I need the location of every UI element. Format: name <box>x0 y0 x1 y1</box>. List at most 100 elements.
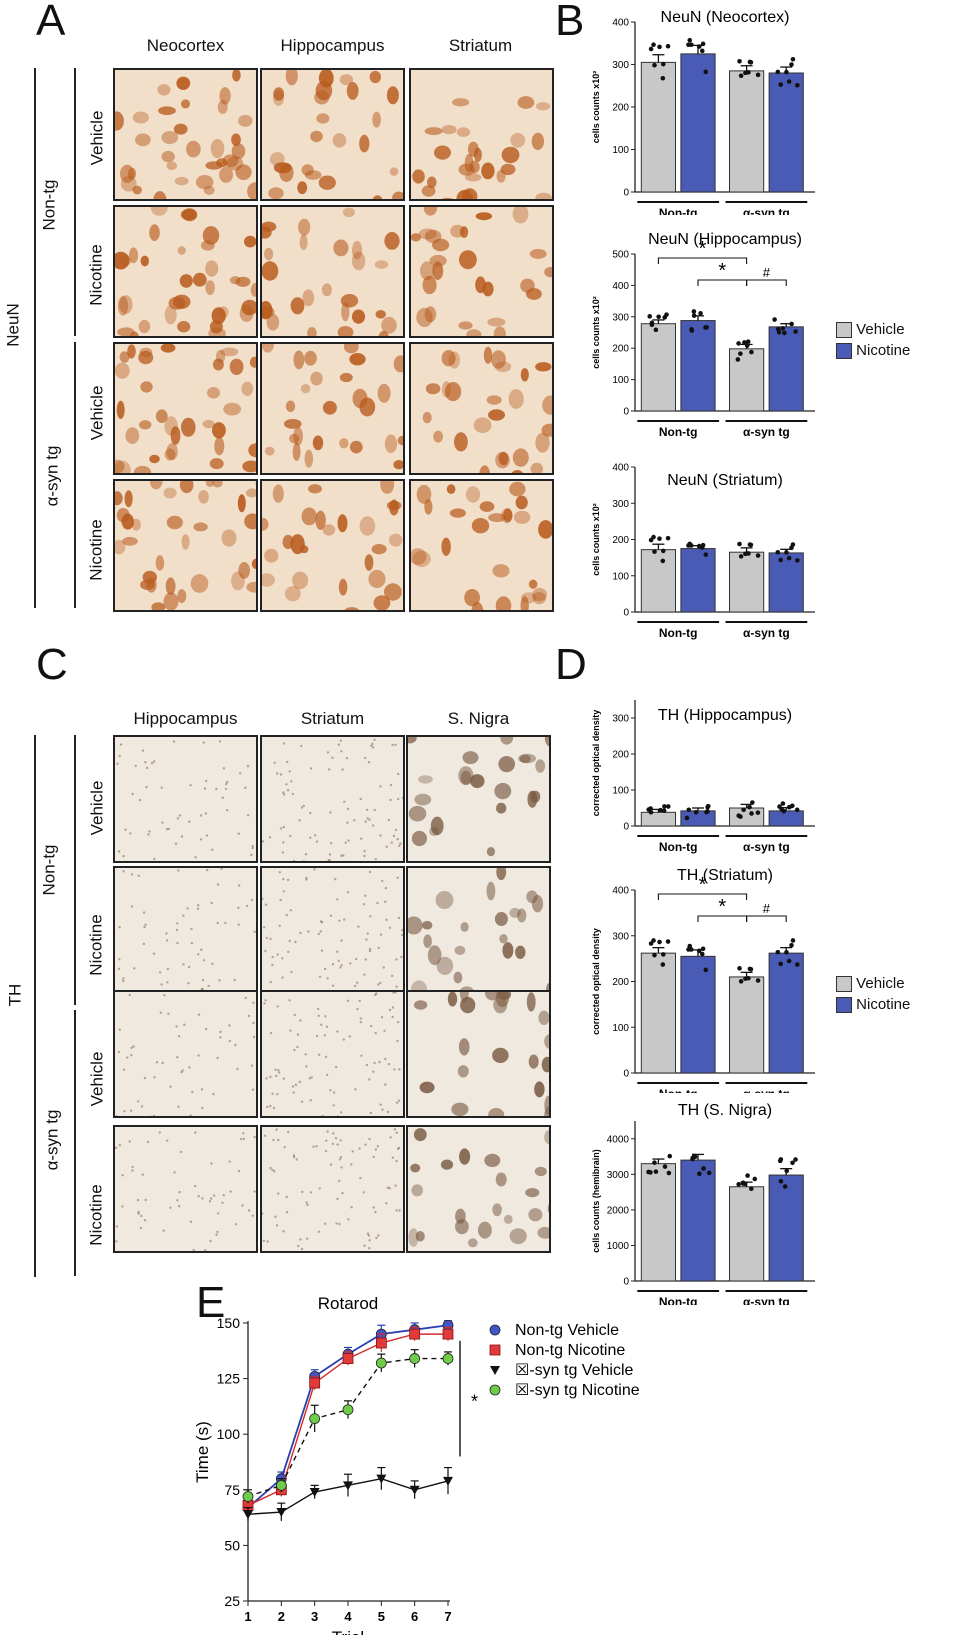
cell-blob <box>395 985 398 988</box>
cell-blob <box>226 780 229 784</box>
y-tick-label: 0 <box>623 608 629 619</box>
cell-blob <box>316 113 330 124</box>
cell-blob <box>285 1195 288 1199</box>
data-point <box>648 537 654 543</box>
cell-blob <box>496 802 507 814</box>
cell-blob <box>283 1146 286 1149</box>
cell-blob <box>365 1063 369 1067</box>
cell-blob <box>403 1153 405 1155</box>
data-point <box>698 311 703 316</box>
cell-blob <box>458 321 473 330</box>
data-point <box>795 962 800 967</box>
cell-blob <box>162 1229 165 1232</box>
data-point <box>747 804 752 810</box>
cell-blob <box>241 381 254 396</box>
cell-blob <box>515 495 528 510</box>
data-point <box>375 1337 387 1349</box>
cell-blob <box>396 876 399 879</box>
cell-blob <box>235 164 252 180</box>
cell-blob <box>312 435 324 451</box>
cell-blob <box>278 871 281 874</box>
cell-blob <box>299 1019 302 1022</box>
cell-blob <box>262 344 275 353</box>
cell-blob <box>149 481 163 490</box>
micrograph-tile <box>260 342 405 475</box>
data-point <box>737 966 742 971</box>
bar <box>729 70 765 193</box>
cell-blob <box>271 1168 274 1172</box>
data-point <box>652 62 657 68</box>
legend-swatch-vehicle <box>836 976 852 993</box>
cell-blob <box>397 1021 400 1024</box>
cell-blob <box>429 826 439 836</box>
line-chart-rotarod: Rotarod 25 50 75 100 125 150 1 2 3 4 5 6 7 Trial Time (… <box>193 1294 640 1635</box>
cell-blob <box>212 1092 215 1096</box>
cell-blob <box>166 443 178 461</box>
y-tick-label: 2000 <box>607 1205 630 1216</box>
cell-blob <box>231 1117 233 1118</box>
cell-blob <box>202 959 205 962</box>
cell-blob <box>265 936 268 940</box>
cell-blob <box>256 790 258 792</box>
bar-chart-neun-hippocampus: NeuN (Hippocampus) 0 100 200 300 400 500 cells … <box>591 231 815 439</box>
cell-blob <box>153 191 167 199</box>
cell-blob <box>377 983 380 986</box>
micrograph-texture <box>411 481 552 610</box>
cell-blob <box>501 146 520 164</box>
cell-blob <box>337 326 354 336</box>
cell-blob <box>542 395 552 415</box>
data-point <box>648 1170 653 1175</box>
cell-blob <box>379 834 382 837</box>
group-label-asyn-tg: α-syn tg <box>42 1109 62 1171</box>
cell-blob <box>534 1166 547 1177</box>
cell-blob <box>135 133 151 147</box>
cell-blob <box>118 754 121 758</box>
cell-blob <box>210 901 213 905</box>
cell-blob <box>281 851 285 854</box>
data-point <box>743 551 748 557</box>
cell-blob <box>302 289 315 307</box>
cell-blob <box>289 1029 292 1032</box>
data-point <box>649 322 655 328</box>
cell-blob <box>212 422 226 439</box>
cell-blob <box>250 283 256 297</box>
cell-blob <box>188 1066 191 1069</box>
cell-blob <box>371 544 387 555</box>
cell-blob <box>194 1131 197 1134</box>
cell-blob <box>177 869 180 872</box>
cell-blob <box>128 1140 131 1143</box>
micrograph-texture <box>115 207 256 336</box>
cell-blob <box>395 1209 398 1212</box>
cell-blob <box>211 307 226 325</box>
cell-blob <box>132 1045 135 1048</box>
cell-blob <box>121 1174 124 1177</box>
x-tick-label: 7 <box>444 1609 451 1624</box>
cell-blob <box>377 946 380 949</box>
cell-blob <box>372 746 375 749</box>
cell-blob <box>450 224 465 238</box>
cell-blob <box>115 459 125 473</box>
y-tick-label: 200 <box>612 750 629 761</box>
cell-blob <box>246 765 250 768</box>
legend-marker <box>490 1366 500 1375</box>
cell-blob <box>341 302 350 322</box>
cell-blob <box>158 1131 161 1134</box>
cell-blob <box>299 1238 302 1241</box>
cell-blob <box>411 1184 423 1197</box>
cell-blob <box>413 1128 427 1142</box>
data-point <box>778 557 783 563</box>
cell-blob <box>479 501 495 512</box>
y-tick-label: 300 <box>612 312 629 323</box>
cell-blob <box>318 175 336 190</box>
cell-blob <box>164 305 177 325</box>
cell-blob <box>535 192 552 199</box>
cell-blob <box>418 775 433 784</box>
micrograph-tile <box>409 342 554 475</box>
cell-blob <box>250 853 253 857</box>
cell-blob <box>508 389 524 409</box>
data-point <box>736 1182 741 1187</box>
cell-blob <box>176 1199 179 1202</box>
cell-blob <box>236 1067 239 1071</box>
cell-blob <box>393 1068 396 1071</box>
data-point <box>738 73 744 79</box>
